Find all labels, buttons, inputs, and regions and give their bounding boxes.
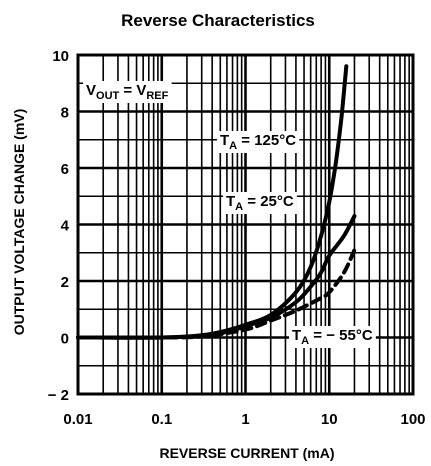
condition-label-bg — [83, 81, 172, 103]
series-line-2 — [76, 247, 357, 340]
series-label-1: TA = 25°C — [226, 193, 294, 213]
condition-label: VOUT = VREF — [86, 82, 169, 102]
y-axis-label: OUTPUT VOLTAGE CHANGE (mV) — [11, 109, 27, 336]
y-tick-label: 10 — [52, 48, 69, 65]
y-tick-label: 8 — [61, 105, 69, 122]
series-line-1 — [76, 214, 357, 340]
series-label-0-bg — [217, 131, 300, 153]
plot-frame — [76, 53, 415, 396]
x-tick-labels: 0.01 0.1 1 10 100 — [63, 411, 425, 428]
chart-title: Reverse Characteristics — [121, 11, 315, 30]
x-tick-label: 100 — [400, 411, 425, 428]
y-tick-label: 6 — [61, 161, 69, 178]
y-tick-label: 2 — [61, 274, 69, 291]
x-tick-label: 10 — [321, 411, 338, 428]
series-label-0: TA = 125°C — [220, 132, 296, 152]
series-label-1-bg — [223, 192, 297, 214]
annotation-layer: VOUT = VREF TA = 125°C TA = 25°C TA = − 55°… — [83, 81, 376, 348]
series-label-2: TA = − 55°C — [292, 327, 373, 347]
x-axis-label: REVERSE CURRENT (mA) — [159, 445, 334, 461]
x-tick-label: 0.1 — [151, 411, 172, 428]
y-tick-label: 4 — [61, 218, 70, 235]
x-tick-label: 1 — [241, 411, 249, 428]
x-tick-label: 0.01 — [63, 411, 92, 428]
y-tick-labels: − 2 0 2 4 6 8 10 — [48, 48, 70, 404]
y-tick-label: − 2 — [48, 387, 69, 404]
y-tick-label: 0 — [61, 331, 69, 348]
series-layer — [76, 64, 357, 340]
series-label-2-bg — [289, 326, 376, 348]
